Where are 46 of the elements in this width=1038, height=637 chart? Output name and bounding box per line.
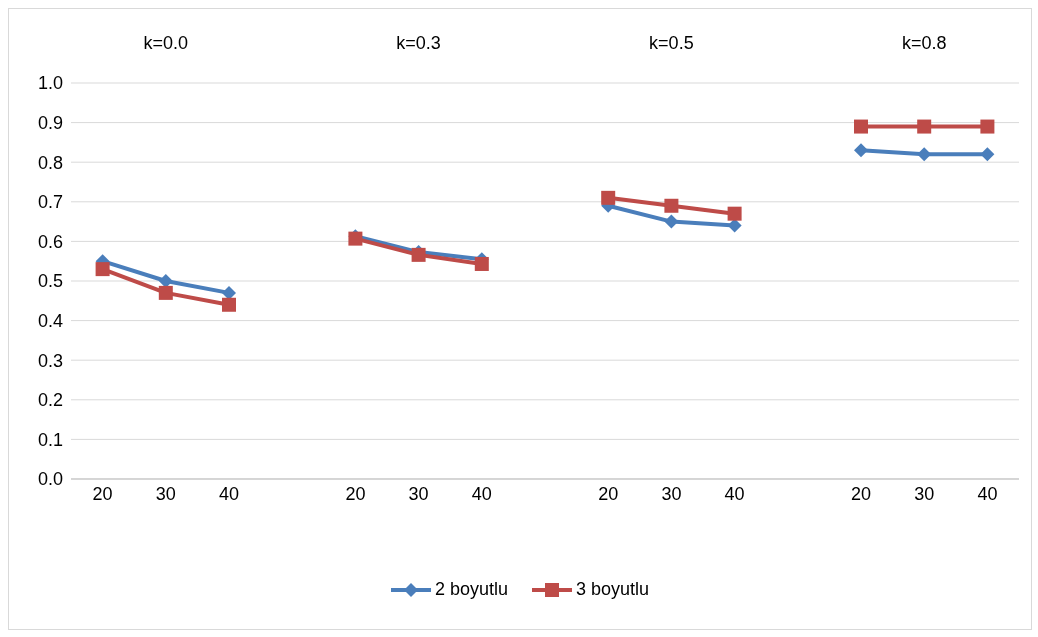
- point: [222, 285, 236, 300]
- x-tick-label: 30: [155, 483, 176, 504]
- text: k=0.3: [395, 33, 442, 54]
- x-tick-label: 30: [408, 483, 429, 504]
- x-tick-label: 40: [724, 483, 745, 504]
- y-tick-label: 0.9: [37, 112, 63, 133]
- point: [854, 143, 868, 158]
- x-tick-label: 20: [345, 483, 366, 504]
- point: [664, 198, 679, 213]
- point: [917, 147, 932, 162]
- y-tick-label: 0.3: [37, 350, 63, 371]
- x-tick-label: 30: [661, 483, 682, 504]
- y-tick-label: 0.8: [37, 152, 63, 173]
- point: [980, 147, 995, 162]
- y-tick-label: 1.0: [37, 73, 63, 94]
- y-tick-label: 0.5: [37, 271, 63, 292]
- x-tick-label: 20: [598, 483, 619, 504]
- x-tick-label: 20: [92, 483, 113, 504]
- point: [95, 262, 110, 277]
- y-tick-label: 0.0: [37, 469, 63, 490]
- point: [158, 274, 173, 288]
- point: [601, 190, 616, 205]
- y-tick-label: 0.6: [37, 231, 63, 252]
- x-tick-label: 40: [977, 483, 998, 504]
- y-tick-label: 0.1: [37, 429, 63, 450]
- x-tick-label: 20: [850, 483, 872, 504]
- text: k=0.5: [648, 33, 695, 54]
- point: [727, 218, 742, 233]
- legend-label: 2 boyutlu: [434, 579, 508, 600]
- point: [980, 119, 995, 134]
- point: [158, 285, 173, 300]
- y-tick-label: 0.4: [37, 310, 63, 331]
- point: [222, 297, 236, 312]
- text: k=0.0: [142, 33, 190, 54]
- x-tick-label: 40: [218, 483, 240, 504]
- text: k=0.8: [900, 33, 948, 54]
- point: [854, 119, 868, 134]
- point: [727, 206, 742, 221]
- x-tick-label: 30: [914, 483, 935, 504]
- point: [917, 119, 932, 134]
- x-tick-label: 40: [471, 483, 492, 504]
- point: [474, 256, 489, 271]
- y-tick-label: 0.2: [37, 390, 63, 411]
- legend-label: 3 boyutlu: [576, 579, 650, 600]
- y-tick-label: 0.7: [37, 192, 63, 213]
- point: [664, 214, 679, 229]
